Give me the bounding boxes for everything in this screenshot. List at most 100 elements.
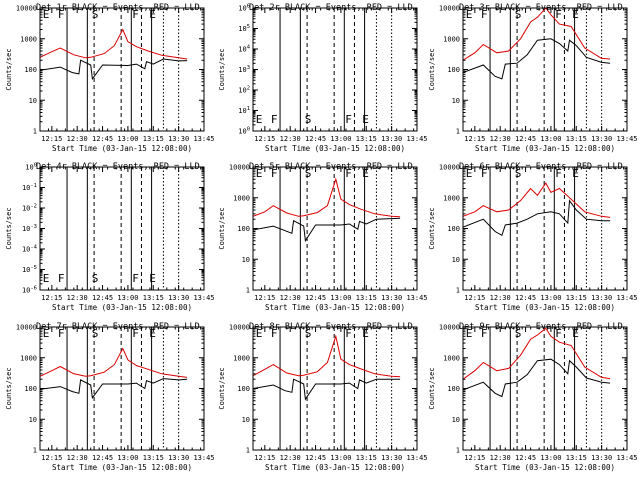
- y-tick-label: 10000: [439, 324, 460, 332]
- panel-title: Det 6r BLACK = Events, RED = LLD: [459, 162, 623, 172]
- y-tick-label: 101: [238, 106, 250, 115]
- y-tick-label: 100: [237, 225, 250, 233]
- phase-marker-label: E: [572, 8, 579, 21]
- x-tick-label: 12:15: [41, 294, 62, 302]
- y-tick-label: 1: [456, 287, 460, 295]
- phase-marker-label: E: [256, 327, 263, 340]
- lld-series-line: [463, 327, 611, 380]
- phase-marker-label: F: [481, 8, 488, 21]
- panel-det-8: 1 10 100 1000 10000 12:15 12:30 12:45 13:00 13:15…: [218, 322, 428, 472]
- phase-marker-label: S: [305, 327, 312, 340]
- y-tick-label: 104: [238, 45, 250, 54]
- x-tick-label: 12:15: [254, 294, 275, 302]
- x-axis-label: Start Time (03-Jan-15 12:08:00): [265, 463, 405, 472]
- y-tick-label: 1: [33, 447, 37, 455]
- x-axis-label: Start Time (03-Jan-15 12:08:00): [52, 303, 192, 312]
- phase-marker-label: F: [271, 327, 278, 340]
- y-tick-label: 1: [246, 447, 250, 455]
- x-tick-label: 12:30: [280, 294, 301, 302]
- phase-marker-label: F: [345, 113, 352, 126]
- y-axis-label: Counts/sec: [5, 207, 13, 249]
- x-tick-label: 12:30: [67, 294, 88, 302]
- y-axis-label: Counts/sec: [428, 367, 436, 409]
- x-tick-label: 12:30: [490, 454, 511, 462]
- plot-frame: [252, 7, 418, 132]
- x-tick-label: 13:45: [616, 135, 637, 143]
- x-tick-label: 12:30: [490, 135, 511, 143]
- y-axis-label: Counts/sec: [218, 48, 226, 90]
- panel-det-9: 1 10 100 1000 10000 12:15 12:30 12:45 13:00 13:15…: [428, 322, 638, 472]
- phase-marker-label: F: [481, 327, 488, 340]
- phase-marker-label: E: [466, 327, 473, 340]
- y-tick-label: 10: [242, 256, 250, 264]
- y-tick-label: 10000: [439, 164, 460, 172]
- panel-det-7: 1 10 100 1000 10000 12:15 12:30 12:45 13:00 13:15…: [5, 322, 215, 472]
- events-series-line: [40, 58, 188, 81]
- events-series-line: [40, 378, 188, 400]
- panel-title: Det 8r BLACK = Events, RED = LLD: [249, 322, 413, 332]
- phase-marker-label: F: [345, 167, 352, 180]
- y-tick-label: 10: [29, 97, 37, 105]
- x-tick-label: 12:45: [305, 135, 326, 143]
- phase-marker-label: E: [149, 272, 156, 285]
- y-tick-label: 10: [452, 97, 460, 105]
- x-tick-label: 13:30: [381, 294, 402, 302]
- phase-marker-label: F: [58, 327, 65, 340]
- x-tick-label: 13:45: [406, 454, 427, 462]
- x-tick-label: 13:00: [330, 454, 351, 462]
- x-tick-label: 12:30: [67, 135, 88, 143]
- phase-marker-label: S: [92, 272, 99, 285]
- y-axis-label: Counts/sec: [5, 48, 13, 90]
- panel-det-6: 1 10 100 1000 10000 12:15 12:30 12:45 13:00 13:15…: [428, 162, 638, 312]
- x-tick-label: 12:30: [490, 294, 511, 302]
- phase-marker-label: E: [256, 113, 263, 126]
- panel-title: Det 7r BLACK = Events, RED = LLD: [36, 322, 200, 332]
- x-tick-label: 12:15: [464, 294, 485, 302]
- lld-series-line: [40, 347, 188, 378]
- plot-frame: [39, 166, 205, 291]
- lld-series-line: [463, 8, 611, 61]
- y-axis-label: Counts/sec: [428, 48, 436, 90]
- x-tick-label: 12:30: [280, 135, 301, 143]
- x-tick-label: 13:30: [168, 454, 189, 462]
- phase-marker-label: F: [271, 167, 278, 180]
- x-tick-label: 13:00: [330, 294, 351, 302]
- y-tick-label: 10000: [439, 5, 460, 13]
- y-axis-label: Counts/sec: [428, 207, 436, 249]
- x-tick-label: 13:45: [193, 135, 214, 143]
- y-tick-label: 1000: [233, 194, 250, 202]
- events-series-line: [253, 378, 401, 401]
- x-tick-label: 13:00: [117, 294, 138, 302]
- events-series-line: [463, 358, 611, 398]
- phase-marker-label: S: [305, 167, 312, 180]
- phase-marker-label: E: [43, 327, 50, 340]
- x-tick-label: 13:00: [540, 135, 561, 143]
- x-tick-label: 13:45: [616, 454, 637, 462]
- panel-title: Det 4r BLACK = Events, RED = LLD: [36, 162, 200, 172]
- y-tick-label: 100: [238, 127, 250, 136]
- y-tick-label: 1000: [443, 194, 460, 202]
- x-tick-label: 12:45: [305, 454, 326, 462]
- y-axis-label: Counts/sec: [5, 367, 13, 409]
- x-tick-label: 13:45: [193, 454, 214, 462]
- x-tick-label: 13:15: [143, 135, 164, 143]
- panel-title: Det 9r BLACK = Events, RED = LLD: [459, 322, 623, 332]
- x-tick-label: 13:00: [117, 454, 138, 462]
- y-tick-label: 1000: [233, 354, 250, 362]
- y-tick-label: 10-6: [22, 286, 37, 295]
- x-tick-label: 13:15: [143, 294, 164, 302]
- x-tick-label: 12:15: [41, 135, 62, 143]
- phase-marker-label: F: [132, 272, 139, 285]
- x-axis-label: Start Time (03-Jan-15 12:08:00): [475, 144, 615, 153]
- x-axis-label: Start Time (03-Jan-15 12:08:00): [52, 463, 192, 472]
- y-tick-label: 1000: [443, 35, 460, 43]
- panel-title: Det 5r BLACK = Events, RED = LLD: [249, 162, 413, 172]
- phase-marker-label: S: [92, 8, 99, 21]
- phase-marker-label: E: [43, 272, 50, 285]
- y-axis-label: Counts/sec: [218, 207, 226, 249]
- panel-title: Det 3r BLACK = Events, RED = LLD: [459, 3, 623, 13]
- x-axis-label: Start Time (03-Jan-15 12:08:00): [265, 144, 405, 153]
- x-tick-label: 12:45: [305, 294, 326, 302]
- phase-marker-label: F: [132, 327, 139, 340]
- x-tick-label: 12:15: [464, 135, 485, 143]
